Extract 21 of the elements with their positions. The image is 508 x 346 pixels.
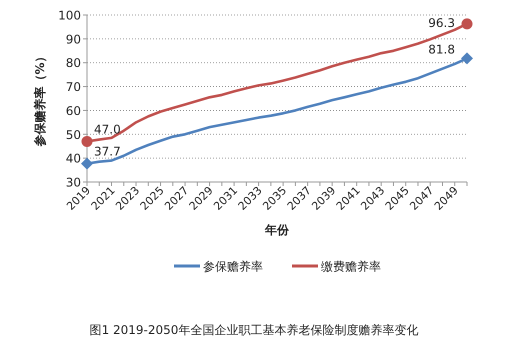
legend-label: 缴费赡养率 — [321, 260, 381, 274]
point — [462, 18, 472, 30]
data-label: 37.7 — [94, 144, 121, 159]
y-tick-label: 70 — [66, 80, 81, 94]
data-label: 47.0 — [94, 122, 121, 136]
y-tick-label: 50 — [66, 128, 81, 142]
point — [81, 158, 93, 170]
y-axis-title: 参保赡养率（%） — [33, 50, 47, 148]
y-tick-label: 40 — [66, 152, 81, 166]
point — [82, 136, 92, 147]
data-label: 96.3 — [428, 16, 455, 30]
x-axis-title: 年份 — [264, 223, 290, 237]
point — [461, 52, 473, 64]
text: 图1 2019-2050年全国企业职工基本养老保险制度赡养率变化 — [90, 323, 418, 337]
y-tick-label: 100 — [58, 8, 81, 22]
data-label: 81.8 — [428, 42, 455, 56]
y-tick-label: 60 — [66, 104, 81, 118]
y-tick-label: 80 — [66, 56, 81, 70]
y-tick-label: 90 — [66, 32, 81, 46]
legend-label: 参保赡养率 — [203, 260, 263, 274]
y-tick-label: 30 — [66, 176, 81, 190]
